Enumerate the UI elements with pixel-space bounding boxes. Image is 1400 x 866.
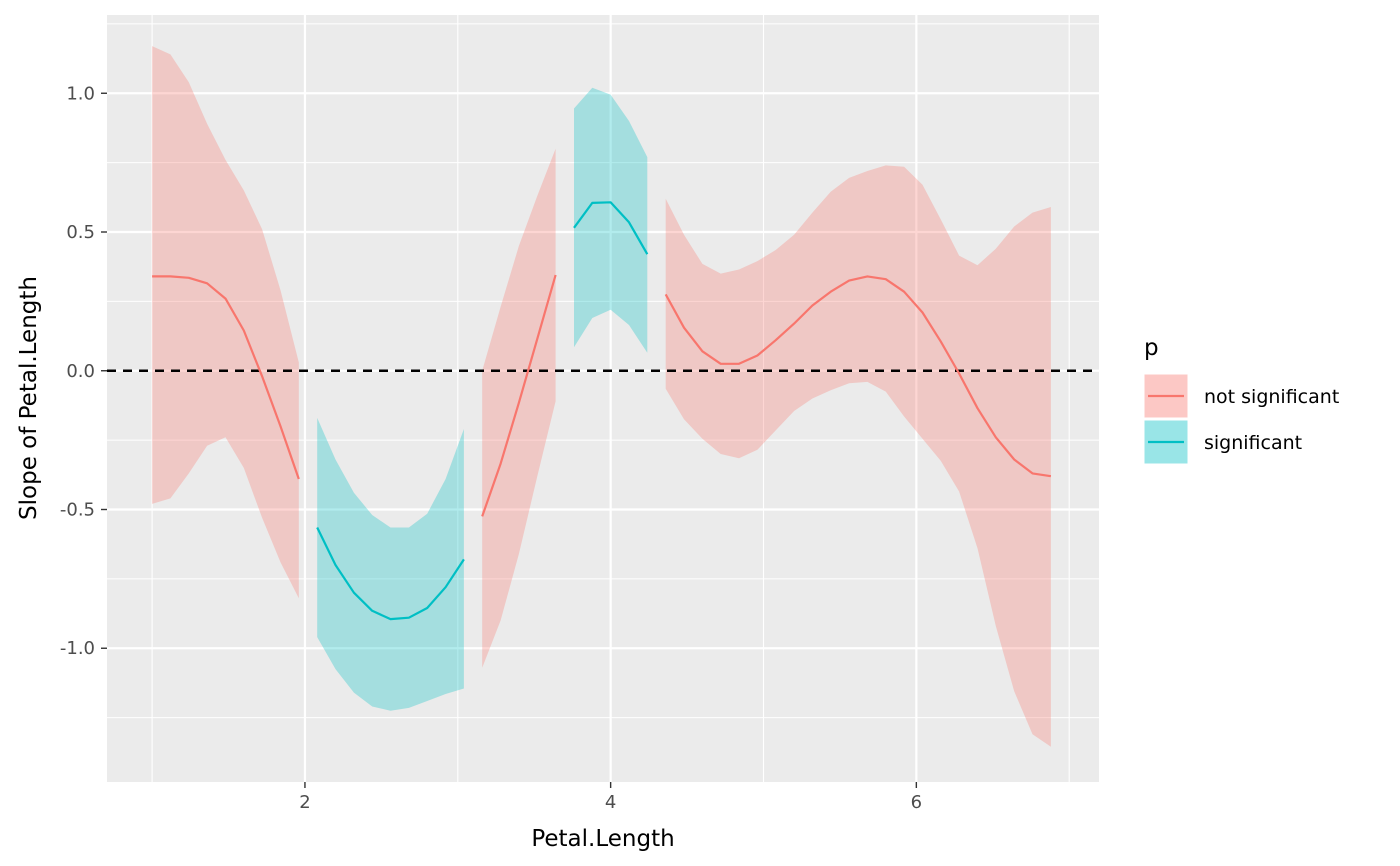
x-tick-label: 6 <box>911 792 922 813</box>
ribbon-significant-3 <box>574 87 648 353</box>
ribbon-not-significant-4 <box>665 165 1051 747</box>
y-tick-label: 0.0 <box>66 361 95 382</box>
minor-gridlines <box>107 15 1099 782</box>
y-axis-title: Slope of Petal.Length <box>16 276 42 520</box>
y-tick-label: 1.0 <box>66 83 95 104</box>
ribbon-not-significant-0 <box>152 46 299 599</box>
legend-label-not-significant: not significant <box>1204 386 1339 408</box>
panel-background <box>107 15 1099 782</box>
x-axis: 2 4 6 <box>299 782 922 813</box>
y-tick-label: -1.0 <box>60 638 95 659</box>
legend-entry-not-significant: not significant <box>1143 373 1339 419</box>
line-not-significant-4 <box>664 275 1052 478</box>
x-tick-label: 4 <box>605 792 616 813</box>
legend-label-significant: significant <box>1204 432 1302 454</box>
line-significant-1 <box>316 527 465 621</box>
x-tick-label: 2 <box>299 792 310 813</box>
legend-title: p <box>1144 335 1159 361</box>
line-significant-3 <box>573 201 649 255</box>
line-not-significant-2 <box>481 274 557 517</box>
y-tick-label: -0.5 <box>60 499 95 520</box>
y-axis: 1.0 0.5 0.0 -0.5 -1.0 <box>60 83 107 659</box>
ribbon-not-significant-2 <box>482 148 556 668</box>
line-not-significant-0 <box>152 275 300 480</box>
estimate-lines <box>152 201 1052 621</box>
x-axis-title: Petal.Length <box>531 826 674 852</box>
ribbon-significant-1 <box>317 417 464 711</box>
y-tick-label: 0.5 <box>66 222 95 243</box>
legend: p not significant significant <box>1143 335 1339 465</box>
legend-entry-significant: significant <box>1143 419 1302 465</box>
confidence-ribbons <box>152 46 1051 747</box>
